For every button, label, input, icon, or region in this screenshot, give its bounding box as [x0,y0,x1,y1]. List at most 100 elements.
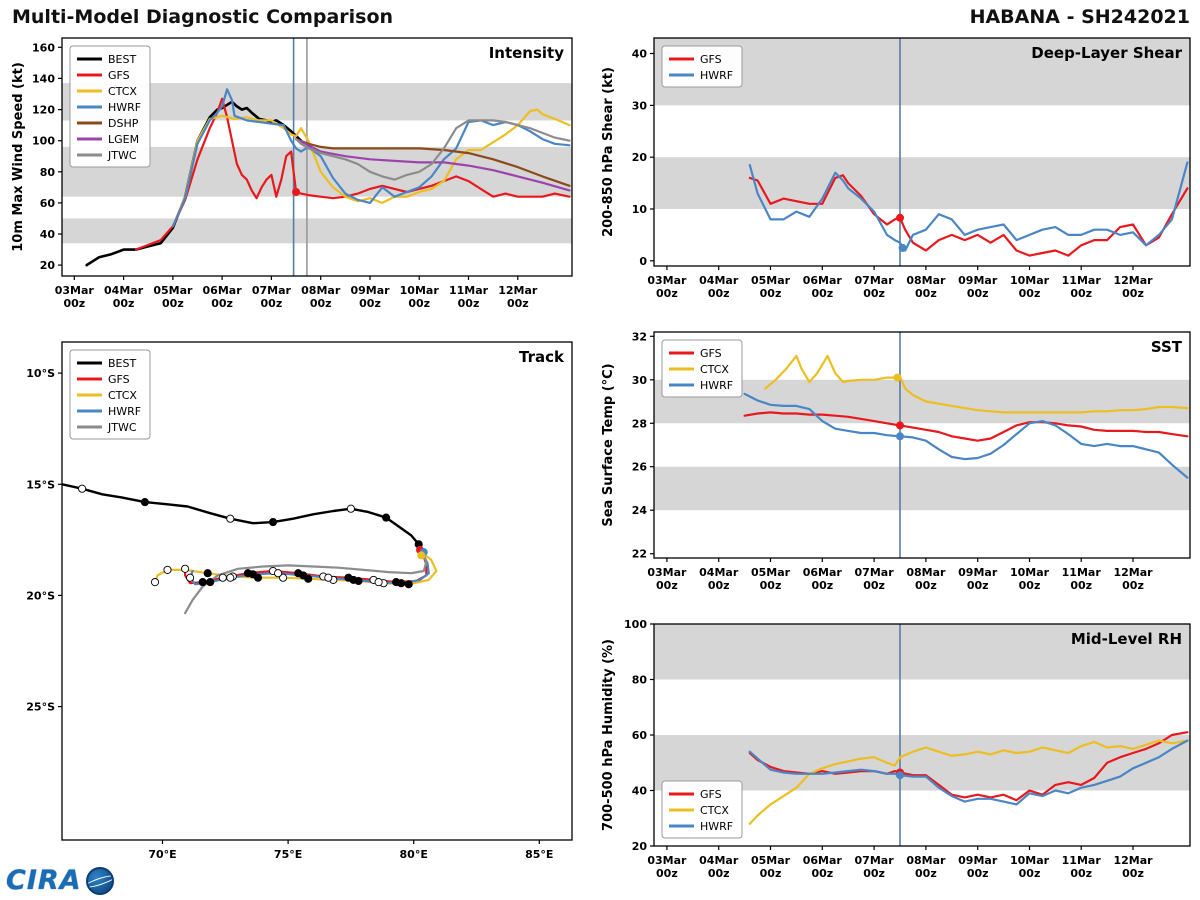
svg-text:10Mar: 10Mar [1010,854,1050,867]
svg-text:BEST: BEST [108,53,136,66]
svg-text:SST: SST [1151,338,1183,356]
svg-text:Deep-Layer Shear: Deep-Layer Shear [1031,44,1182,62]
svg-text:CTCX: CTCX [108,85,137,98]
svg-text:05Mar: 05Mar [751,274,791,287]
svg-text:06Mar: 06Mar [803,274,843,287]
svg-text:03Mar: 03Mar [647,566,687,579]
svg-text:00z: 00z [760,867,782,880]
svg-text:00z: 00z [811,287,833,300]
svg-text:00z: 00z [863,579,885,592]
svg-text:20°S: 20°S [26,589,55,602]
svg-text:0: 0 [639,255,647,268]
svg-text:03Mar: 03Mar [647,274,687,287]
svg-text:08Mar: 08Mar [301,284,341,297]
svg-text:20: 20 [40,259,56,272]
svg-text:00z: 00z [408,297,430,310]
svg-text:85°E: 85°E [525,848,553,861]
svg-text:11Mar: 11Mar [1062,854,1102,867]
svg-text:70°E: 70°E [148,848,176,861]
svg-text:00z: 00z [310,297,332,310]
svg-text:00z: 00z [1019,579,1041,592]
svg-text:05Mar: 05Mar [751,566,791,579]
svg-text:100: 100 [624,618,647,631]
svg-text:00z: 00z [708,867,730,880]
svg-text:HWRF: HWRF [700,69,733,82]
svg-text:25°S: 25°S [26,701,55,714]
svg-text:04Mar: 04Mar [699,274,739,287]
svg-text:08Mar: 08Mar [906,274,946,287]
svg-text:00z: 00z [162,297,184,310]
rh-chart: 03Mar 00z 04Mar 00z 05Mar 00z 06Mar 00z 07Mar 00z… [598,612,1196,896]
sst-chart: 03Mar 00z 04Mar 00z 05Mar 00z 06Mar 00z 07Mar 00z… [598,320,1196,608]
svg-text:00z: 00z [656,867,678,880]
svg-text:120: 120 [32,104,55,117]
svg-text:LGEM: LGEM [108,133,139,146]
svg-text:Sea Surface Temp (°C): Sea Surface Temp (°C) [601,363,616,526]
svg-text:JTWC: JTWC [107,421,137,434]
svg-text:HWRF: HWRF [108,405,141,418]
svg-text:30: 30 [632,374,648,387]
svg-text:00z: 00z [507,297,529,310]
svg-text:00z: 00z [967,287,989,300]
svg-text:10: 10 [632,203,648,216]
svg-text:HWRF: HWRF [700,820,733,833]
svg-text:00z: 00z [1019,867,1041,880]
svg-text:80°E: 80°E [400,848,428,861]
svg-text:07Mar: 07Mar [252,284,292,297]
cira-logo-text: CIRA [6,865,82,896]
svg-text:09Mar: 09Mar [958,274,998,287]
svg-text:04Mar: 04Mar [699,854,739,867]
svg-text:40: 40 [632,785,648,798]
svg-text:00z: 00z [863,287,885,300]
svg-text:00z: 00z [656,579,678,592]
svg-text:DSHP: DSHP [108,117,139,130]
svg-text:22: 22 [632,548,647,561]
svg-text:00z: 00z [915,867,937,880]
svg-text:00z: 00z [1122,867,1144,880]
svg-text:00z: 00z [760,287,782,300]
svg-text:60: 60 [40,197,56,210]
svg-text:700-500 hPa Humidity (%): 700-500 hPa Humidity (%) [601,639,616,831]
svg-text:00z: 00z [1070,867,1092,880]
svg-text:140: 140 [32,72,55,85]
svg-text:00z: 00z [113,297,135,310]
svg-text:GFS: GFS [700,53,722,66]
svg-text:Intensity: Intensity [489,44,565,62]
svg-text:00z: 00z [1019,287,1041,300]
svg-text:40: 40 [40,228,56,241]
svg-text:00z: 00z [656,287,678,300]
svg-text:10Mar: 10Mar [1010,566,1050,579]
svg-text:10Mar: 10Mar [400,284,440,297]
svg-text:00z: 00z [1070,579,1092,592]
svg-text:CTCX: CTCX [108,389,137,402]
svg-text:11Mar: 11Mar [449,284,489,297]
svg-text:08Mar: 08Mar [906,566,946,579]
svg-text:GFS: GFS [700,788,722,801]
svg-text:32: 32 [632,330,647,343]
storm-title: HABANA - SH242021 [969,6,1190,28]
svg-text:80: 80 [632,674,648,687]
shear-chart: 03Mar 00z 04Mar 00z 05Mar 00z 06Mar 00z 07Mar 00z… [598,26,1196,316]
svg-text:00z: 00z [1122,579,1144,592]
svg-text:60: 60 [632,729,648,742]
svg-text:00z: 00z [915,287,937,300]
svg-text:00z: 00z [967,579,989,592]
svg-text:30: 30 [632,99,648,112]
svg-text:11Mar: 11Mar [1062,566,1102,579]
svg-text:CTCX: CTCX [700,804,729,817]
svg-text:07Mar: 07Mar [855,274,895,287]
svg-text:00z: 00z [863,867,885,880]
svg-text:00z: 00z [211,297,233,310]
svg-text:00z: 00z [1070,287,1092,300]
track-chart: 70°E 75°E 80°E 85°E 10°S 15°S 20°S 25°S Track BES… [8,330,580,890]
svg-text:100: 100 [32,135,55,148]
svg-text:09Mar: 09Mar [958,854,998,867]
svg-text:00z: 00z [458,297,480,310]
svg-text:JTWC: JTWC [107,149,137,162]
svg-text:00z: 00z [760,579,782,592]
svg-text:11Mar: 11Mar [1062,274,1102,287]
svg-text:00z: 00z [811,579,833,592]
svg-text:09Mar: 09Mar [350,284,390,297]
page-title: Multi-Model Diagnostic Comparison [12,6,394,28]
svg-text:00z: 00z [708,579,730,592]
